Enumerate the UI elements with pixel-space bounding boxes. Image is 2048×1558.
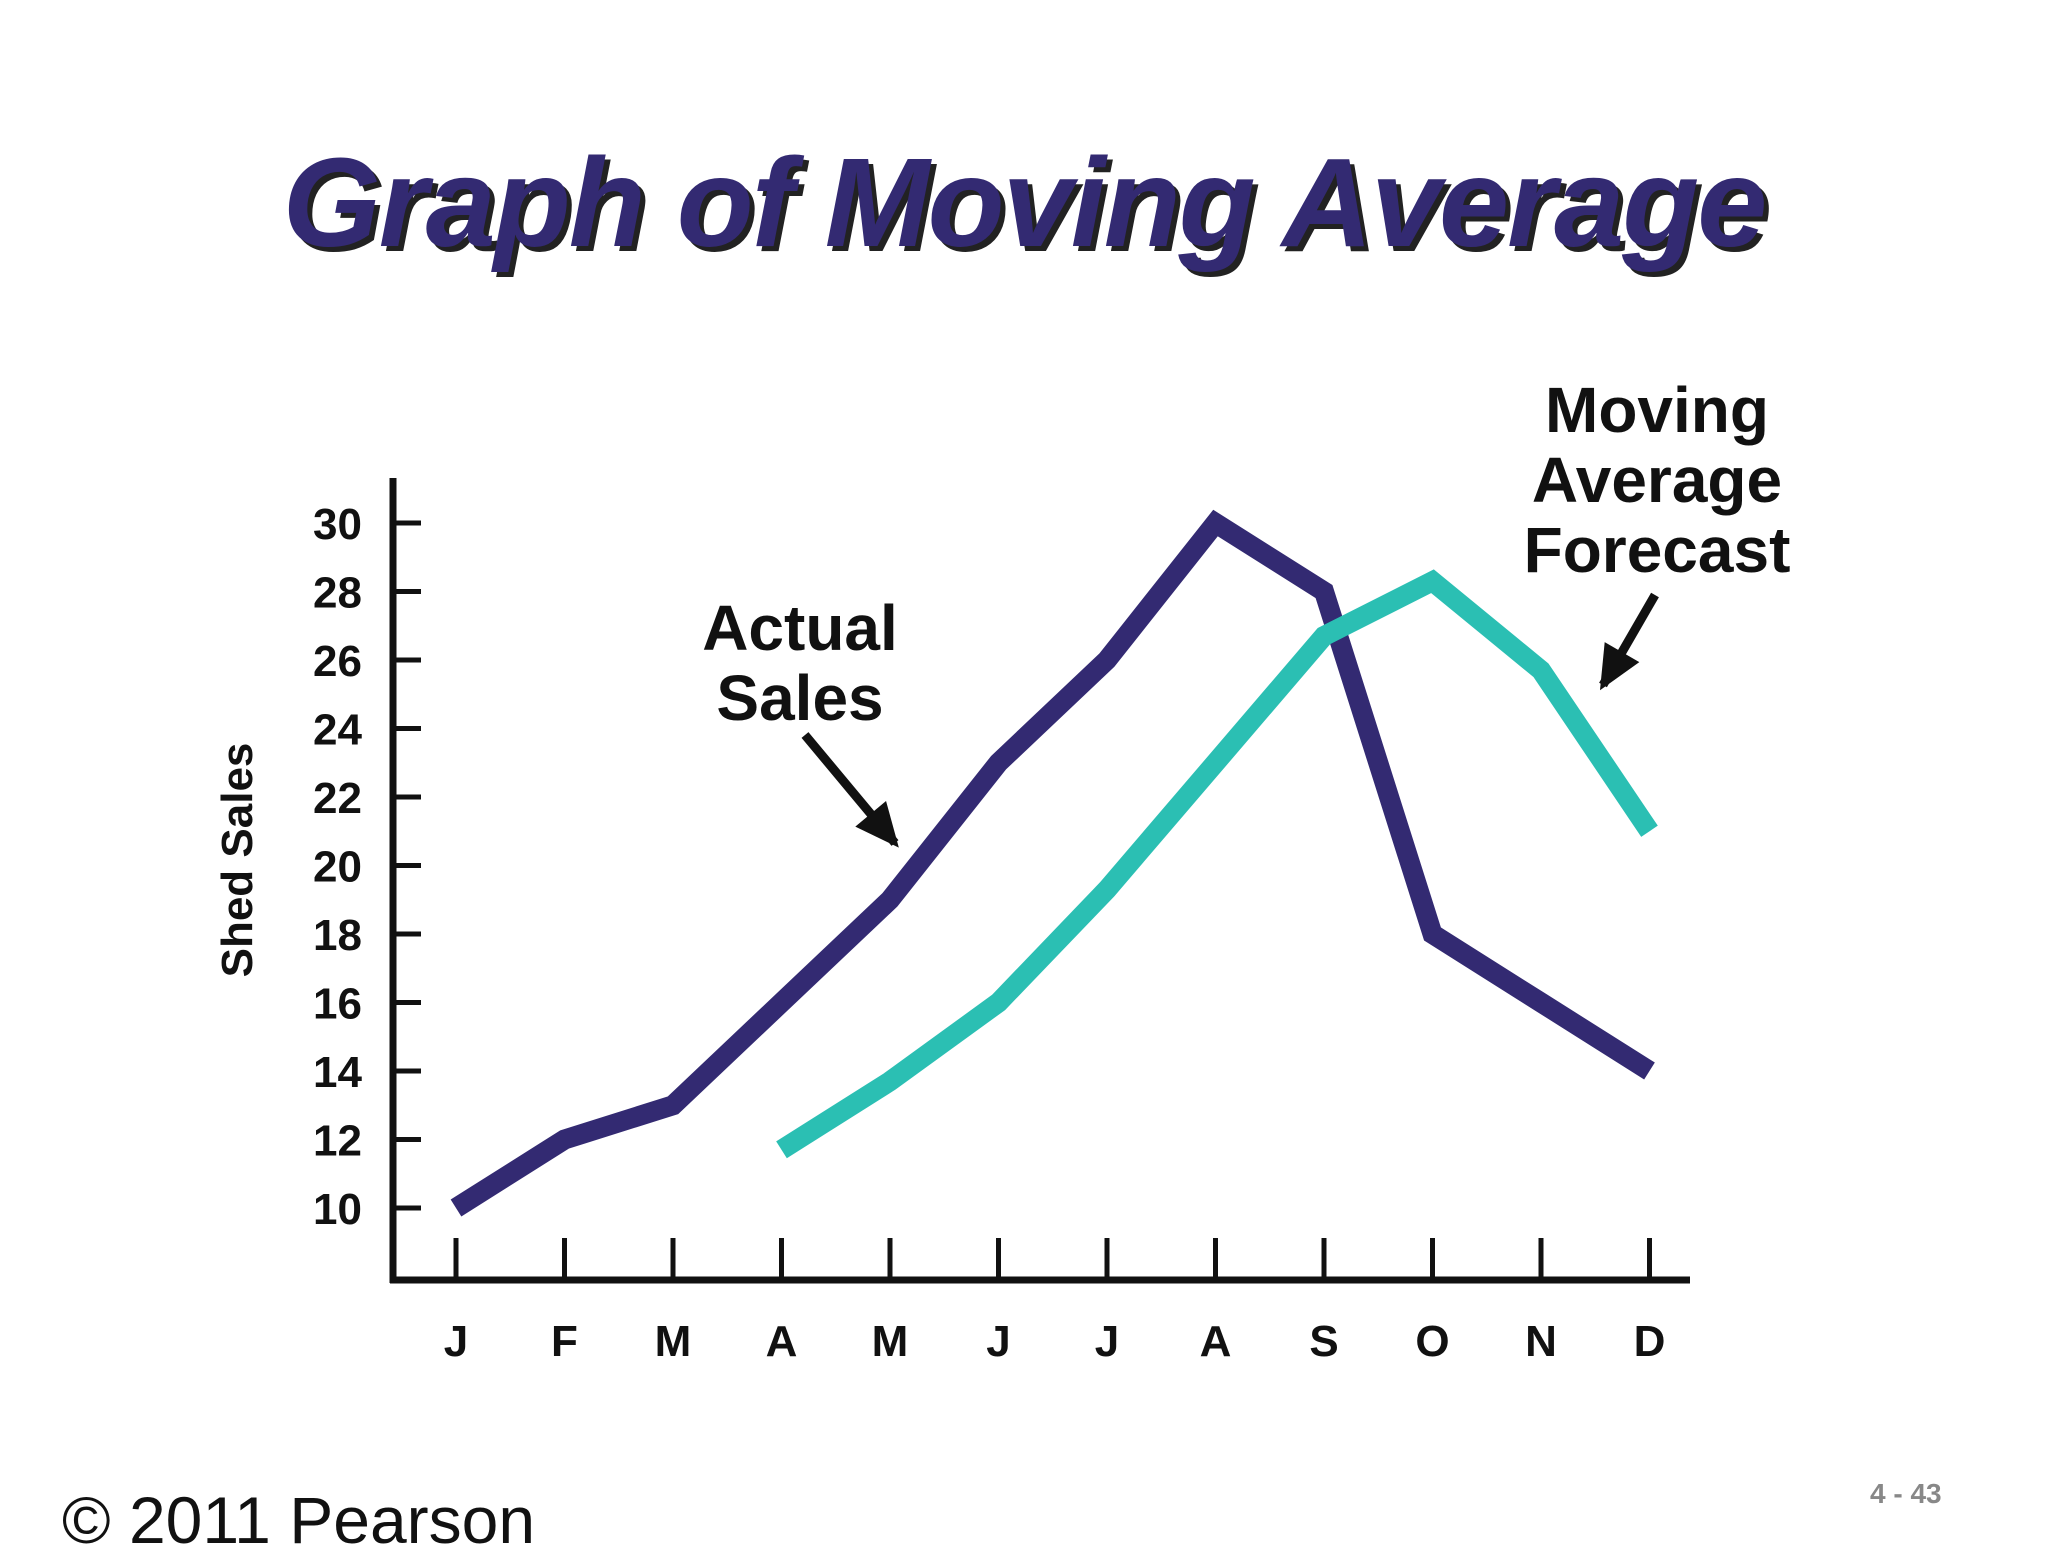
y-tick-label: 12 [313,1117,362,1166]
axes [389,478,1690,1284]
x-tick-label: N [1525,1317,1557,1366]
copyright-text: © 2011 Pearson [62,1483,536,1557]
y-tick-label: 20 [313,843,362,892]
x-tick-label: A [1200,1317,1232,1366]
y-tick-label: 10 [313,1185,362,1234]
y-tick-label: 26 [313,637,362,686]
annotation-actual-arrowhead [855,801,899,848]
annotation-forecast-text: Average [1532,444,1782,516]
x-tick-label: J [1095,1317,1119,1366]
annotation-actual-text: Sales [716,662,883,734]
annotation-actual-text: Actual [702,592,898,664]
y-tick-label: 28 [313,569,362,618]
series-line-actual [450,509,1655,1217]
slide-number: 4 - 43 [1870,1478,1942,1509]
x-tick-label: F [551,1317,578,1366]
x-tick-label: D [1634,1317,1666,1366]
annotation-forecast-text: Moving [1545,374,1769,446]
slide-title: Graph of Moving Average [282,132,1768,273]
x-tick-label: S [1309,1317,1338,1366]
x-tick-label: J [986,1317,1010,1366]
x-tick-label: J [444,1317,468,1366]
x-tick-label: M [872,1317,909,1366]
series-layer [450,509,1658,1217]
x-tick-label: O [1415,1317,1449,1366]
annotation-forecast-text: Forecast [1524,514,1791,586]
y-tick-label: 16 [313,980,362,1029]
y-tick-label: 24 [313,706,362,755]
y-tick-label: 22 [313,774,362,823]
annotation-forecast-arrowhead [1599,642,1640,691]
x-tick-label: A [766,1317,798,1366]
series-line-forecast [776,569,1658,1159]
y-tick-label: 18 [313,911,362,960]
y-tick-label: 30 [313,500,362,549]
y-ticks: 10 12 14 16 18 20 22 24 26 28 30 [313,500,421,1234]
y-tick-label: 14 [313,1048,362,1097]
x-tick-label: M [655,1317,692,1366]
y-axis-label: Shed Sales [213,743,262,978]
